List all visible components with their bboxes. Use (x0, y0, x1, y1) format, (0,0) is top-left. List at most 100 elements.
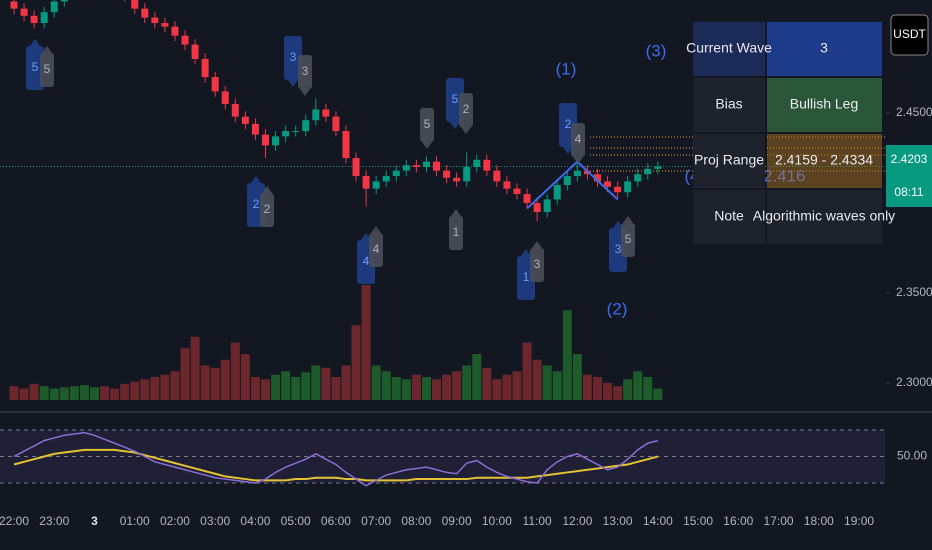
volume-bar (19, 388, 29, 400)
x-tick-label: 16:00 (723, 514, 753, 528)
wave-tag-arrow (262, 186, 272, 193)
volume-bar (643, 377, 653, 400)
volume-bar (240, 354, 250, 400)
x-tick-label: 04:00 (240, 514, 270, 528)
last-price-label: 2.4203 (891, 152, 928, 166)
candle-body (503, 181, 511, 189)
volume-bar (220, 359, 230, 400)
unit-button[interactable] (890, 14, 929, 56)
volume-bar (401, 379, 411, 400)
volume-bar (542, 365, 552, 400)
degree-label: (2) (607, 299, 628, 318)
wave-tag: 1 (449, 209, 463, 250)
volume-bar (130, 381, 140, 400)
wave-tag-arrow (251, 176, 261, 183)
candle-body (513, 188, 521, 195)
volume-bar (170, 371, 180, 400)
volume-bar (200, 365, 210, 400)
wave-label: 1 (453, 225, 460, 239)
candle-body (573, 170, 581, 177)
x-tick-label: 17:00 (764, 514, 794, 528)
volume-bar (462, 365, 472, 400)
volume-bar (210, 367, 220, 400)
candle-body (50, 1, 58, 13)
candle-body (553, 185, 561, 200)
wave-tag-arrow (461, 127, 471, 134)
volume-bar (613, 386, 623, 400)
x-tick-label: 02:00 (160, 514, 190, 528)
volume-bar (361, 285, 371, 400)
x-tick-label: 06:00 (321, 514, 351, 528)
x-tick-label: 23:00 (39, 514, 69, 528)
table-value: Algorithmic waves only (753, 208, 895, 224)
volume-bar (351, 325, 361, 400)
degree-label: (3) (646, 41, 667, 60)
wave-tag-arrow (42, 46, 52, 53)
countdown-label: 08:11 (894, 185, 923, 199)
candle-body (322, 109, 330, 117)
wave-label: 2 (253, 197, 260, 211)
table-cell (767, 22, 882, 76)
wave-label: 5 (452, 92, 459, 106)
volume-bar (311, 365, 321, 400)
volume-bar (110, 388, 120, 400)
candle-body (191, 44, 199, 60)
wave-tag-box (369, 233, 383, 267)
candle-body (473, 159, 481, 168)
wave-tag-box (420, 108, 434, 142)
wave-tag-arrow (532, 241, 542, 248)
wave-label: 5 (44, 62, 51, 76)
candle-body (523, 194, 531, 204)
candle-body (483, 159, 491, 171)
x-tick-label: 14:00 (643, 514, 673, 528)
candle-body (292, 131, 300, 133)
candle-body (402, 165, 410, 171)
volume-bar (89, 387, 99, 400)
volume-bar (432, 379, 442, 400)
volume-bar (552, 371, 562, 400)
volume-bar (633, 371, 643, 400)
wave-tag-arrow (300, 89, 310, 96)
candle-body (654, 166, 662, 169)
wave-tag-box (459, 93, 473, 127)
candle-body (543, 199, 551, 213)
table-cell (767, 134, 882, 188)
x-tick-label: 10:00 (482, 514, 512, 528)
wave-tag: 4 (369, 226, 383, 267)
volume-bar (582, 374, 592, 400)
rsi-line (13, 431, 659, 487)
volume-bar (452, 371, 462, 400)
candle-body (151, 17, 159, 24)
y-tick-label: 2.3000 (896, 375, 932, 389)
volume-bar (39, 386, 49, 400)
wave-tag-box (571, 123, 585, 157)
volume-bar (623, 379, 633, 400)
candle-body (251, 123, 259, 135)
candle-body (171, 26, 179, 36)
wave-tag-box (284, 36, 302, 80)
wave-tag: 2 (459, 93, 473, 134)
volume-bar (150, 377, 160, 400)
wave-tag: 5 (40, 46, 54, 87)
volume-bar (100, 386, 110, 400)
table-cell (693, 78, 765, 132)
candle-body (40, 12, 48, 24)
unit-label[interactable]: USDT (893, 27, 926, 41)
wave-label: 1 (523, 270, 530, 284)
x-tick-label: 3 (91, 514, 98, 528)
wave-tag: 5 (621, 216, 635, 257)
candle-body (412, 165, 420, 168)
candle-body (362, 176, 370, 189)
volume-bar (271, 374, 281, 400)
table-value: Bullish Leg (790, 96, 859, 112)
candle-body (161, 23, 169, 27)
volume-bar (512, 371, 522, 400)
volume-bar (653, 388, 663, 400)
x-tick-label: 22:00 (0, 514, 29, 528)
candle-body (282, 131, 290, 137)
volume-bar (532, 359, 542, 400)
wave-tag-arrow (371, 226, 381, 233)
x-tick-label: 03:00 (200, 514, 230, 528)
x-tick-label: 09:00 (442, 514, 472, 528)
